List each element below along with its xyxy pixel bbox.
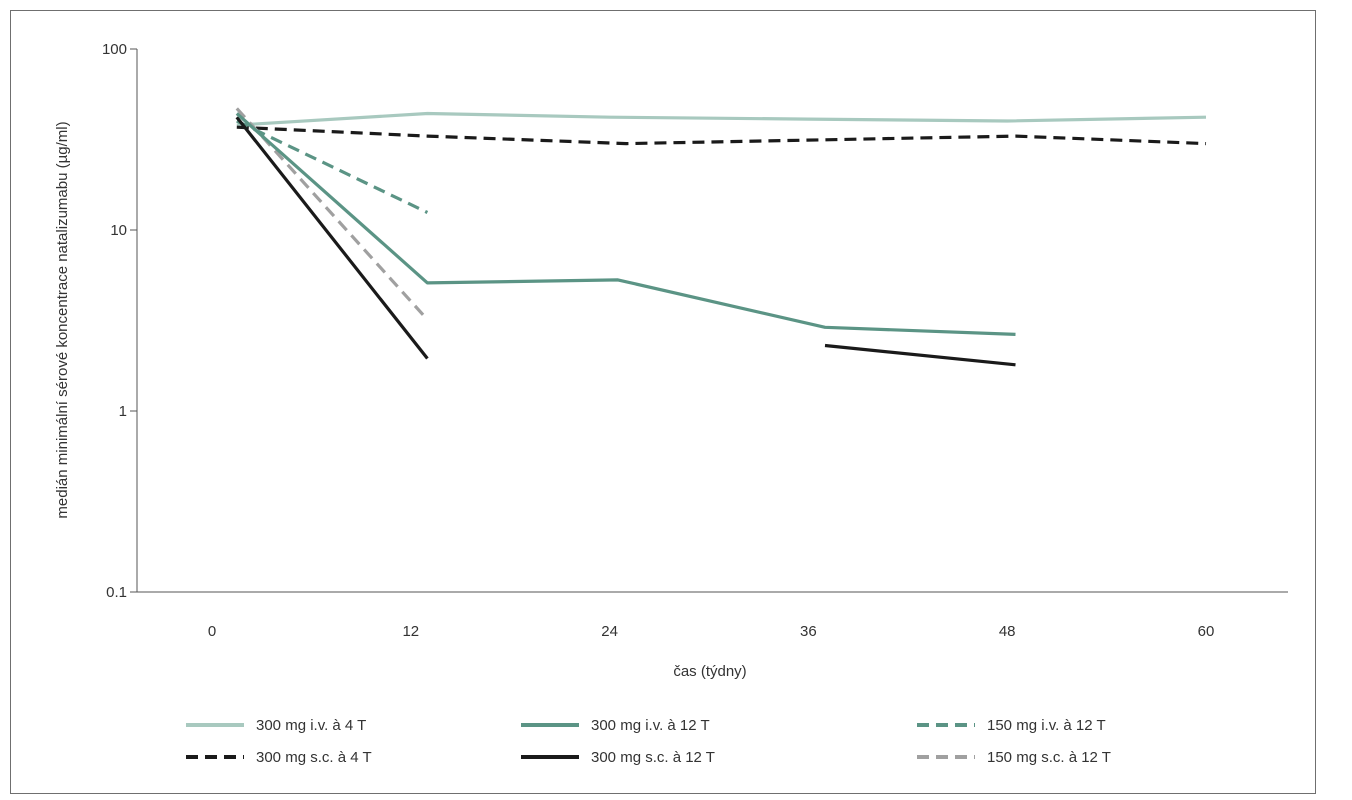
legend-item: 150 mg s.c. à 12 T: [917, 749, 1111, 766]
legend-item: 300 mg i.v. à 12 T: [521, 717, 710, 734]
series-line: [235, 112, 1016, 336]
series-line: [236, 111, 1207, 127]
legend-item: 300 mg s.c. à 4 T: [186, 749, 372, 766]
legend-label: 300 mg i.v. à 12 T: [591, 717, 710, 734]
legend-label: 150 mg i.v. à 12 T: [987, 717, 1106, 734]
y-tick-label: 100: [102, 41, 127, 58]
legend: 300 mg i.v. à 4 T 300 mg i.v. à 12 T 150 m…: [186, 717, 1111, 766]
x-tick-label: 12: [402, 623, 419, 640]
legend-label: 300 mg s.c. à 12 T: [591, 749, 715, 766]
legend-item: 150 mg i.v. à 12 T: [917, 717, 1106, 734]
series-segment: [236, 125, 1207, 146]
series-segment: [236, 111, 1207, 127]
x-axis-title: čas (týdny): [673, 663, 746, 680]
legend-item: 300 mg s.c. à 12 T: [521, 749, 715, 766]
x-tick-label: 60: [1198, 623, 1215, 640]
y-axis-title: medián minimální sérové koncentrace nata…: [54, 121, 71, 518]
legend-label: 300 mg i.v. à 4 T: [256, 717, 366, 734]
x-tick-label: 48: [999, 623, 1016, 640]
y-tick-label: 10: [110, 222, 127, 239]
y-tick-label: 1: [119, 403, 127, 420]
x-tick-label: 36: [800, 623, 817, 640]
series-segment: [824, 343, 1016, 367]
legend-item: 300 mg i.v. à 4 T: [186, 717, 366, 734]
series-segment: [235, 112, 1016, 336]
series-segment: [235, 116, 429, 360]
series-segment: [236, 119, 429, 214]
series-line: [235, 116, 1016, 367]
series-line: [236, 119, 429, 214]
axes: 0.1 1 10 100 0 12 24 36 48 60: [102, 41, 1288, 640]
x-tick-label: 0: [208, 623, 216, 640]
series-layer: [235, 107, 1207, 367]
y-tick-label: 0.1: [106, 584, 127, 601]
series-line: [236, 125, 1207, 146]
legend-label: 300 mg s.c. à 4 T: [256, 749, 372, 766]
x-tick-label: 24: [601, 623, 618, 640]
legend-label: 150 mg s.c. à 12 T: [987, 749, 1111, 766]
